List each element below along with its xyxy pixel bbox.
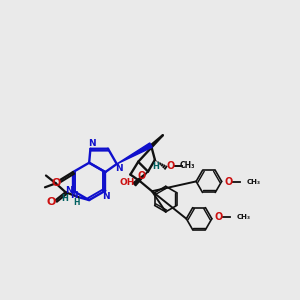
Polygon shape (117, 143, 152, 164)
Text: CH₃: CH₃ (179, 161, 195, 170)
Text: N: N (103, 192, 110, 201)
Text: H: H (73, 197, 80, 206)
Text: O: O (167, 161, 175, 171)
Text: CH₃: CH₃ (246, 179, 260, 185)
Text: CH₃: CH₃ (236, 214, 250, 220)
Text: O: O (46, 197, 56, 207)
Text: O: O (214, 212, 223, 222)
Text: N: N (88, 140, 96, 148)
Polygon shape (133, 172, 148, 186)
Text: OH: OH (120, 178, 135, 187)
Text: N: N (65, 186, 73, 195)
Text: N: N (70, 190, 78, 200)
Text: H: H (152, 162, 159, 171)
Text: N: N (115, 164, 123, 173)
Text: H: H (62, 194, 69, 203)
Text: O: O (52, 178, 61, 188)
Text: O: O (137, 172, 145, 182)
Text: O: O (224, 177, 232, 188)
